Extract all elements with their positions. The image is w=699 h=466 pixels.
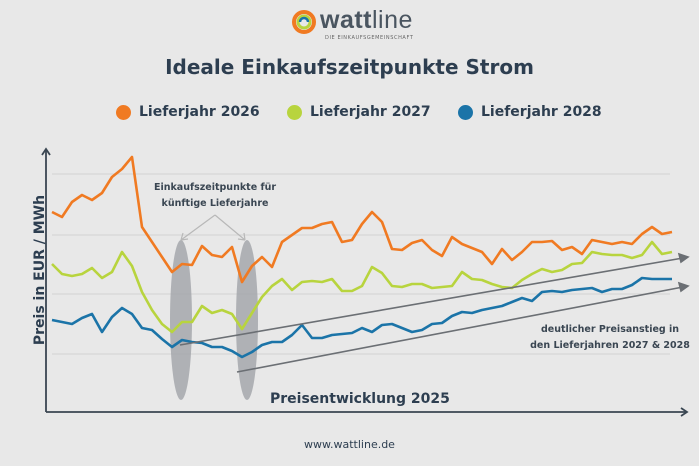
legend-item-2027: Lieferjahr 2027 xyxy=(287,104,431,120)
annotation-line: künftige Lieferjahre xyxy=(161,198,269,209)
legend-label: Lieferjahr 2026 xyxy=(139,104,260,120)
annotation-line: Einkaufszeitpunkte für xyxy=(153,182,277,193)
trend-annotation: deutlicher Preisanstieg in den Lieferjah… xyxy=(530,322,690,354)
x-axis-label: Preisentwicklung 2025 xyxy=(270,391,450,407)
legend-item-2028: Lieferjahr 2028 xyxy=(458,104,602,120)
legend-item-2026: Lieferjahr 2026 xyxy=(116,104,260,120)
legend-label: Lieferjahr 2027 xyxy=(310,104,431,120)
legend-label: Lieferjahr 2028 xyxy=(481,104,602,120)
legend-swatch-orange xyxy=(116,104,131,120)
footer-url[interactable]: www.wattline.de xyxy=(304,438,395,451)
wattline-logo-icon xyxy=(292,10,316,34)
axes xyxy=(41,147,689,417)
callout-arrows xyxy=(180,214,246,241)
trend-arrowhead-2028 xyxy=(677,281,690,293)
trend-line-2028 xyxy=(236,286,684,373)
brand-logo-text: wattline xyxy=(320,6,413,35)
trend-arrowhead-2027 xyxy=(677,252,690,264)
annotation-line: deutlicher Preisanstieg in xyxy=(540,324,680,335)
series-line-lieferjahr-2026 xyxy=(51,155,673,284)
annotation-line: den Lieferjahren 2027 & 2028 xyxy=(530,340,690,351)
gridlines xyxy=(52,173,670,355)
legend-swatch-blue xyxy=(458,104,473,120)
chart-title: Ideale Einkaufszeitpunkte Strom xyxy=(165,55,534,79)
series-line-lieferjahr-2028 xyxy=(51,276,672,359)
x-axis-arrow xyxy=(680,407,689,417)
brand-name-bold: watt xyxy=(320,6,372,34)
series-line-lieferjahr-2027 xyxy=(51,240,673,334)
brand-tagline: DIE EINKAUFSGEMEINSCHAFT xyxy=(325,35,414,41)
buy-point-highlight-1 xyxy=(170,240,192,400)
brand-name-light: line xyxy=(372,6,413,34)
y-axis-label: Preis in EUR / MWh xyxy=(32,194,48,346)
buy-points-annotation: Einkaufszeitpunkte für künftige Lieferja… xyxy=(140,180,290,212)
trend-line-2027 xyxy=(179,257,684,346)
legend-swatch-green xyxy=(287,104,302,120)
y-axis-arrow xyxy=(41,147,51,156)
trend-arrows xyxy=(179,252,690,373)
